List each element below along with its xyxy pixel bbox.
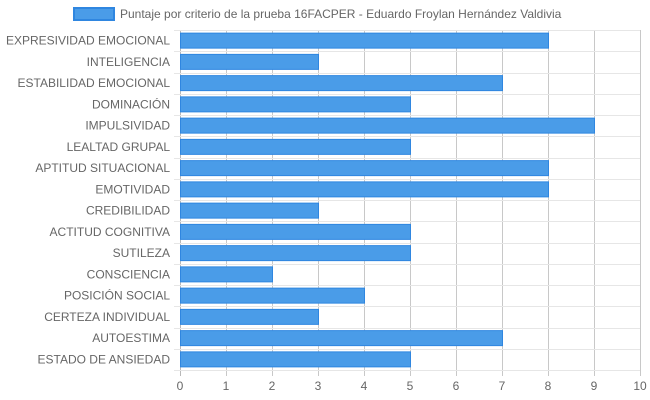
- x-tick-label: 0: [177, 379, 184, 393]
- category-label: INTELIGENCIA: [87, 55, 170, 69]
- bar[interactable]: [180, 75, 503, 92]
- bar[interactable]: [180, 308, 319, 325]
- bar[interactable]: [180, 32, 549, 49]
- category-label: IMPULSIVIDAD: [85, 119, 170, 133]
- bar[interactable]: [180, 96, 411, 113]
- category-label: ESTADO DE ANSIEDAD: [38, 352, 171, 366]
- category-label: ESTABILIDAD EMOCIONAL: [18, 76, 171, 90]
- bar[interactable]: [180, 181, 549, 198]
- category-label: CONSCIENCIA: [87, 267, 170, 281]
- x-tick-label: 8: [545, 379, 552, 393]
- bar[interactable]: [180, 223, 411, 240]
- x-tick-label: 10: [633, 379, 647, 393]
- legend-swatch: [73, 7, 115, 21]
- x-tick-label: 9: [591, 379, 598, 393]
- category-label: LEALTAD GRUPAL: [67, 140, 171, 154]
- category-label: SUTILEZA: [113, 246, 170, 260]
- bar[interactable]: [180, 138, 411, 155]
- category-label: APTITUD SITUACIONAL: [35, 161, 170, 175]
- x-tick-label: 2: [269, 379, 276, 393]
- bar[interactable]: [180, 351, 411, 368]
- bars: [180, 32, 595, 368]
- category-label: POSICIÓN SOCIAL: [64, 288, 170, 303]
- category-labels: EXPRESIVIDAD EMOCIONAL INTELIGENCIA ESTABI…: [6, 34, 170, 367]
- chart-legend[interactable]: Puntaje por criterio de la prueba 16FACP…: [73, 7, 562, 21]
- x-tick-label: 7: [499, 379, 506, 393]
- bar[interactable]: [180, 245, 411, 262]
- bar[interactable]: [180, 117, 595, 134]
- category-label: EMOTIVIDAD: [95, 182, 170, 196]
- x-tick-label: 5: [407, 379, 414, 393]
- bar[interactable]: [180, 266, 273, 283]
- x-tick-label: 3: [315, 379, 322, 393]
- bar[interactable]: [180, 287, 365, 304]
- category-label: CREDIBILIDAD: [86, 204, 170, 218]
- category-label: EXPRESIVIDAD EMOCIONAL: [6, 34, 170, 48]
- category-label: AUTOESTIMA: [92, 331, 170, 345]
- bar[interactable]: [180, 53, 319, 70]
- x-tick-label: 6: [453, 379, 460, 393]
- category-label: ACTITUD COGNITIVA: [50, 225, 170, 239]
- category-label: CERTEZA INDIVIDUAL: [44, 310, 170, 324]
- x-tick-label: 4: [361, 379, 368, 393]
- category-label: DOMINACIÓN: [92, 96, 170, 111]
- legend-label: Puntaje por criterio de la prueba 16FACP…: [120, 7, 562, 21]
- bar[interactable]: [180, 202, 319, 219]
- bar[interactable]: [180, 160, 549, 177]
- bar[interactable]: [180, 330, 503, 347]
- x-axis-ticks: 0 1 2 3 4 5 6 7 8 9 10: [177, 379, 647, 393]
- x-tick-label: 1: [223, 379, 230, 393]
